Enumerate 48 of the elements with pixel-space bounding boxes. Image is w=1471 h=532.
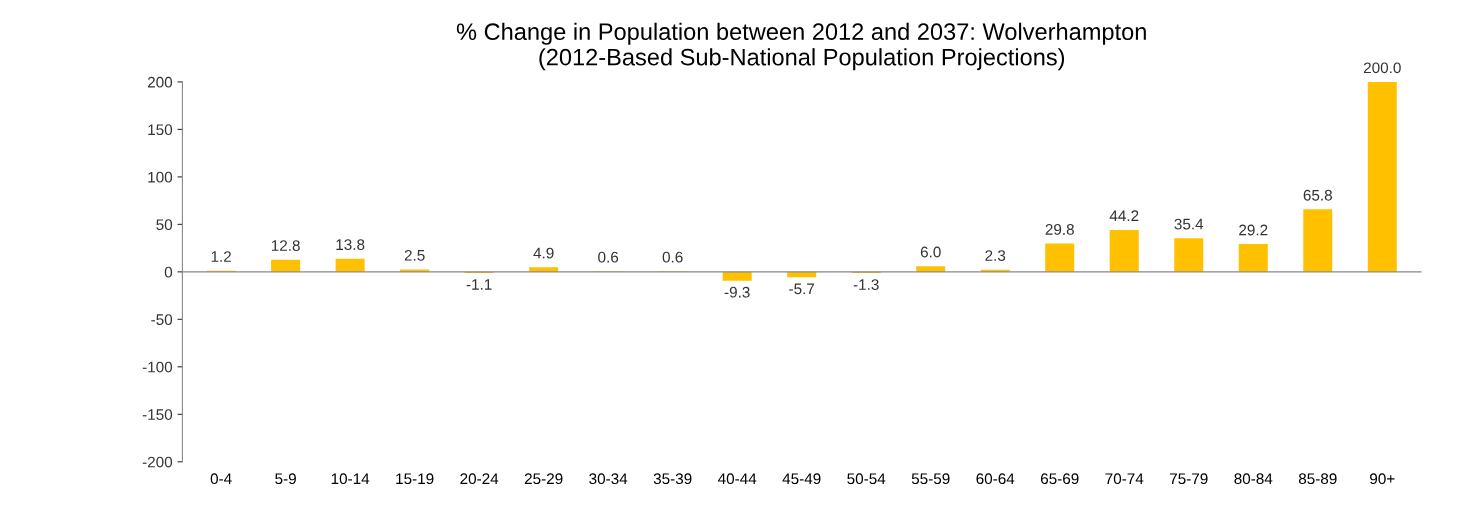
x-tick-label: 80-84: [1234, 473, 1273, 485]
y-tick-label: 100: [148, 171, 173, 183]
x-tick-label: 10-14: [331, 473, 370, 485]
data-label: 12.8: [271, 240, 300, 251]
x-tick-label: 0-4: [210, 473, 232, 485]
data-label: 44.2: [1109, 210, 1139, 222]
data-label: 4.9: [533, 247, 554, 259]
data-label: 6.0: [920, 246, 941, 258]
x-tick-label: 85-89: [1298, 473, 1337, 485]
data-label: 13.8: [336, 239, 365, 251]
x-tick-label: 30-34: [589, 473, 628, 485]
data-label: 29.2: [1239, 224, 1268, 236]
y-tick-label: 0: [164, 266, 173, 278]
data-label: 65.8: [1303, 189, 1332, 201]
data-label: 35.4: [1174, 218, 1204, 230]
data-label: 2.3: [985, 250, 1006, 261]
x-tick-label: 45-49: [782, 473, 821, 485]
y-tick-label: -150: [142, 409, 173, 420]
x-tick-label: 25-29: [524, 473, 563, 485]
y-tick-label: -50: [151, 314, 173, 326]
x-tick-label: 15-19: [396, 473, 434, 485]
data-label: 1.2: [211, 251, 231, 262]
y-tick-label: -100: [142, 361, 173, 373]
data-label: 29.8: [1045, 224, 1074, 235]
x-tick-label: 20-24: [460, 473, 499, 485]
x-tick-label: 5-9: [275, 473, 296, 485]
x-tick-label: 40-44: [718, 473, 757, 485]
y-tick-label: 200: [147, 76, 173, 88]
x-tick-label: 35-39: [653, 473, 692, 485]
x-tick-label: 65-69: [1040, 473, 1079, 485]
data-label: 200.0: [1363, 62, 1401, 74]
x-tick-label: 60-64: [976, 473, 1015, 485]
x-tick-label: 55-59: [911, 473, 950, 485]
data-label: -9.3: [724, 286, 750, 298]
y-tick-label: 150: [148, 124, 173, 136]
data-label: -1.3: [853, 279, 879, 291]
y-tick-label: 50: [156, 219, 173, 231]
data-label: 0.6: [598, 251, 619, 263]
x-tick-label: 70-74: [1105, 473, 1144, 485]
x-tick-label: 50-54: [847, 473, 886, 485]
data-label: 2.5: [404, 249, 425, 261]
data-label: -5.7: [789, 283, 815, 295]
data-label: -1.1: [466, 279, 492, 290]
x-tick-label: 75-79: [1170, 473, 1208, 485]
chart-title: % Change in Population between 2012 and 2037: Wolverhampton (2012-Based Sub-National Population Projections): [456, 22, 1146, 71]
data-label: 0.6: [662, 251, 683, 263]
x-tick-label: 90+: [1370, 473, 1395, 485]
y-tick-label: -200: [142, 456, 173, 468]
